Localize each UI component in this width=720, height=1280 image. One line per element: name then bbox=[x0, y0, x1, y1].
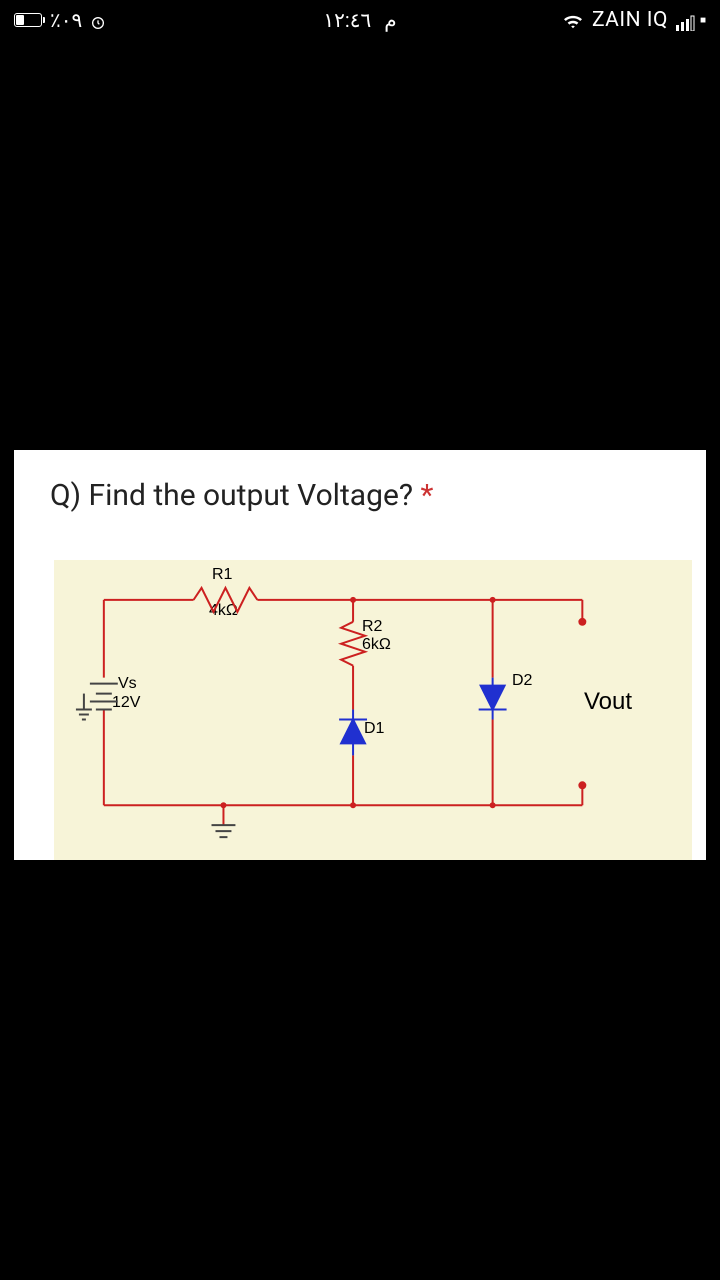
battery-icon bbox=[14, 13, 42, 27]
question-card: Q) Find the output Voltage? * R1 4kΩ R2 … bbox=[0, 450, 720, 860]
rotation-lock-icon bbox=[90, 12, 106, 28]
status-right: ZAIN IQ ■ bbox=[562, 8, 706, 32]
signal-icon bbox=[676, 12, 696, 28]
question-panel: Q) Find the output Voltage? * R1 4kΩ R2 … bbox=[14, 450, 706, 860]
question-text: Q) Find the output Voltage? * bbox=[14, 450, 706, 523]
circuit-diagram: R1 4kΩ R2 6kΩ Vs 12V D1 D2 Vout bbox=[54, 560, 692, 860]
battery-percent: ٪٠٩ bbox=[50, 8, 82, 32]
status-bar: ٪٠٩ ١٢:٤٦ م ZAIN IQ ■ bbox=[0, 0, 720, 40]
carrier-label: ZAIN IQ bbox=[592, 8, 668, 32]
wifi-icon bbox=[562, 11, 584, 29]
status-time: ١٢:٤٦ م bbox=[323, 8, 396, 32]
status-left: ٪٠٩ bbox=[14, 8, 106, 32]
circuit-svg bbox=[54, 560, 692, 859]
signal-dot-icon: ■ bbox=[700, 15, 706, 26]
